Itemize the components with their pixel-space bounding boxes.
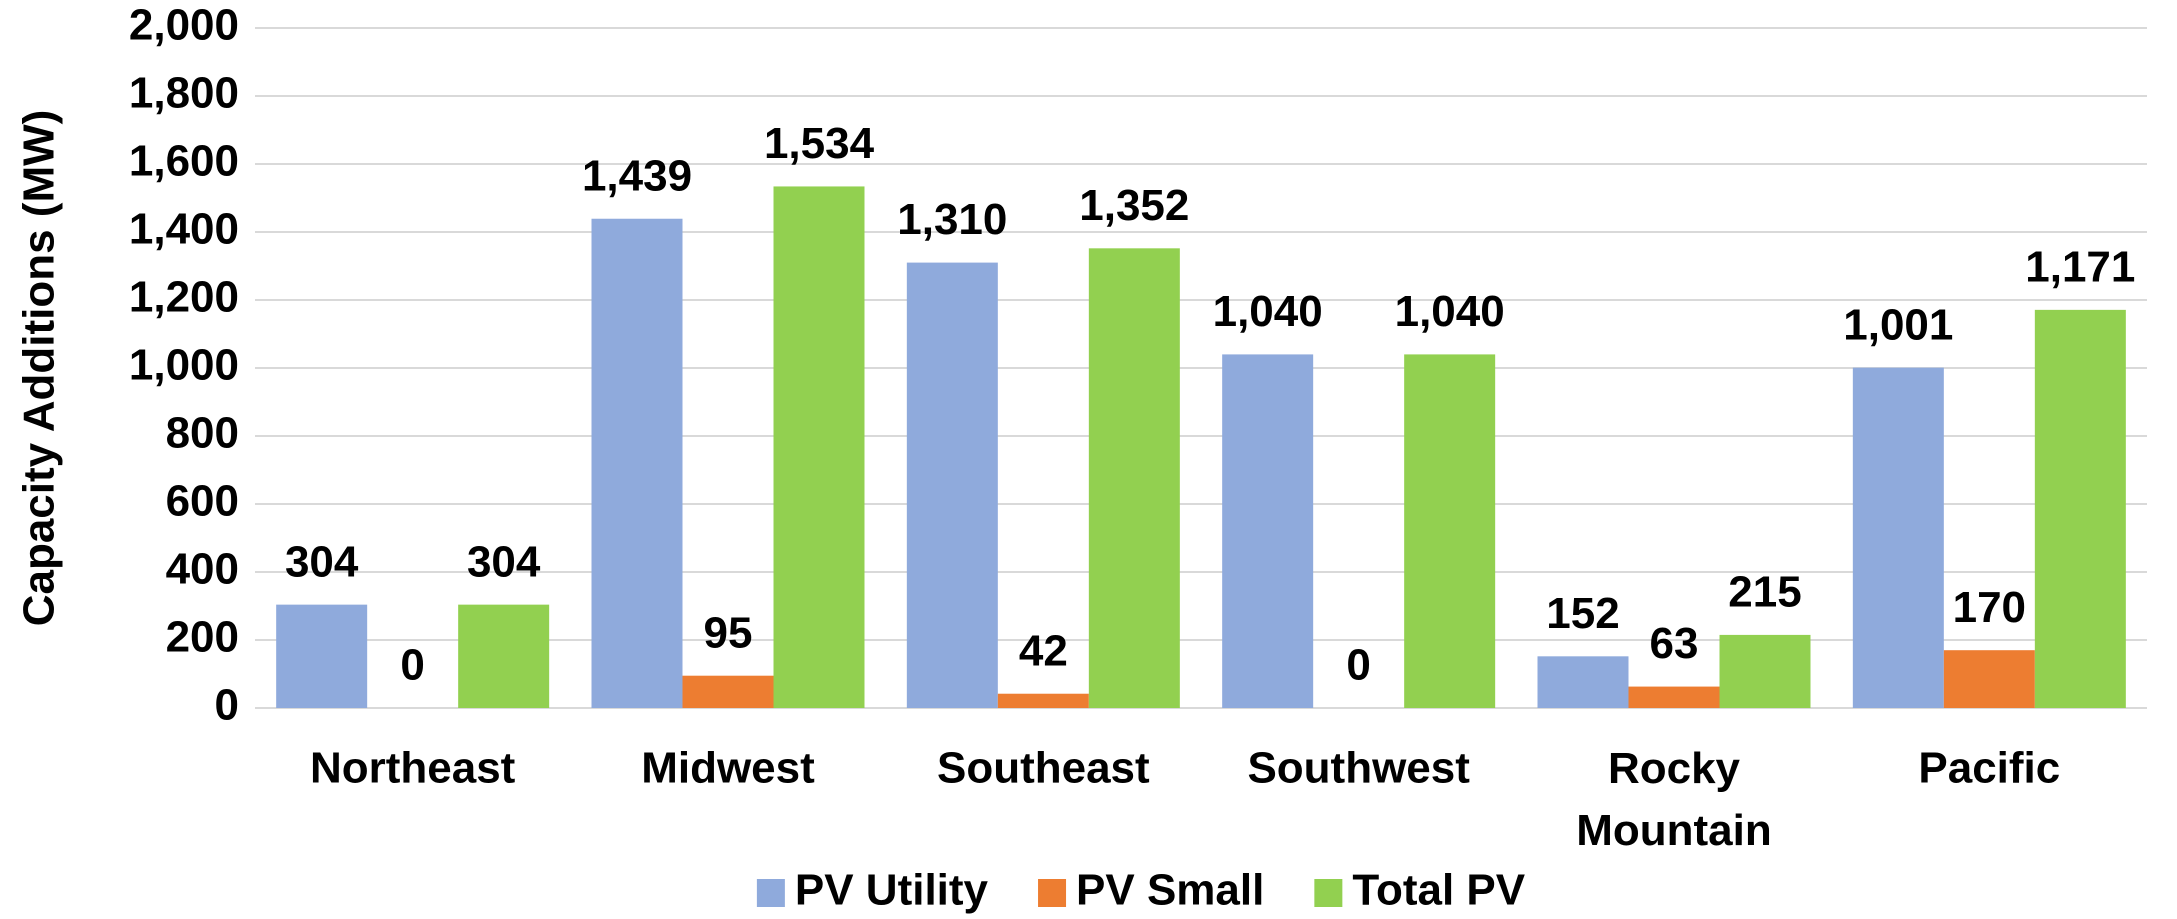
legend-swatch bbox=[1314, 879, 1343, 907]
bar bbox=[2034, 309, 2126, 708]
y-tick-label: 1,000 bbox=[129, 341, 239, 390]
bar bbox=[276, 604, 368, 708]
y-tick-label: 1,200 bbox=[129, 273, 239, 322]
data-label: 1,352 bbox=[1079, 181, 1189, 230]
bar bbox=[773, 186, 865, 708]
data-label: 170 bbox=[1953, 583, 2026, 632]
data-label: 152 bbox=[1546, 589, 1619, 638]
bar bbox=[1628, 686, 1720, 708]
y-tick-label: 400 bbox=[166, 545, 239, 594]
data-label: 1,310 bbox=[897, 195, 1007, 244]
legend-label: PV Small bbox=[1076, 866, 1264, 915]
data-label: 1,439 bbox=[582, 151, 692, 200]
bar bbox=[1088, 248, 1180, 708]
legend-swatch bbox=[1038, 879, 1067, 907]
bar bbox=[906, 262, 998, 708]
data-label: 215 bbox=[1728, 568, 1801, 617]
data-label: 304 bbox=[467, 537, 541, 586]
bar bbox=[1719, 634, 1811, 708]
data-label: 1,534 bbox=[764, 119, 875, 168]
data-label: 1,040 bbox=[1395, 287, 1505, 336]
data-label: 63 bbox=[1650, 619, 1699, 668]
legend-swatch bbox=[756, 879, 785, 907]
x-tick-label: Rocky Mountain bbox=[1576, 744, 1772, 855]
bar bbox=[682, 675, 774, 708]
x-tick-label: Pacific bbox=[1918, 744, 2060, 793]
bar bbox=[591, 218, 683, 709]
data-label: 1,171 bbox=[2025, 242, 2135, 291]
y-tick-label: 600 bbox=[166, 477, 239, 526]
legend-label: Total PV bbox=[1352, 866, 1525, 915]
y-tick-label: 200 bbox=[166, 613, 239, 662]
bar bbox=[1943, 650, 2035, 708]
y-tick-label: 1,800 bbox=[129, 69, 239, 118]
data-label: 0 bbox=[400, 641, 424, 690]
y-axis-title: Capacity Additions (MW) bbox=[15, 110, 64, 627]
x-tick-label: Midwest bbox=[641, 744, 815, 793]
data-label: 1,001 bbox=[1843, 300, 1953, 349]
data-label: 1,040 bbox=[1213, 287, 1323, 336]
x-tick-label: Northeast bbox=[310, 744, 516, 793]
bar bbox=[997, 693, 1089, 708]
y-tick-label: 0 bbox=[215, 681, 239, 730]
y-tick-label: 800 bbox=[166, 409, 239, 458]
data-label: 42 bbox=[1019, 626, 1068, 675]
y-tick-label: 2,000 bbox=[129, 1, 239, 50]
bar bbox=[1537, 656, 1629, 708]
y-tick-label: 1,400 bbox=[129, 205, 239, 254]
data-label: 0 bbox=[1346, 641, 1370, 690]
y-tick-label: 1,600 bbox=[129, 137, 239, 186]
data-label: 304 bbox=[285, 537, 359, 586]
legend-label: PV Utility bbox=[795, 866, 989, 915]
bar bbox=[1852, 367, 1944, 708]
x-tick-label: Southeast bbox=[937, 744, 1150, 793]
data-label: 95 bbox=[704, 608, 753, 657]
bar bbox=[458, 604, 550, 708]
bar bbox=[1222, 354, 1314, 708]
x-tick-label: Southwest bbox=[1247, 744, 1470, 793]
bar bbox=[1404, 354, 1496, 708]
